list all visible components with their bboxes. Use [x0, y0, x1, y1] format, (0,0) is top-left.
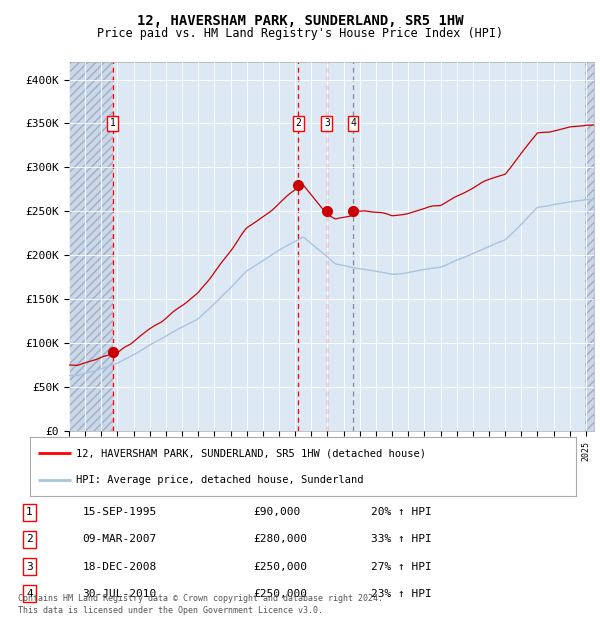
Text: 3: 3 — [26, 562, 33, 572]
Text: 1: 1 — [26, 507, 33, 517]
Bar — [584, 62, 600, 431]
Text: This data is licensed under the Open Government Licence v3.0.: This data is licensed under the Open Gov… — [18, 606, 323, 615]
Text: 30-JUL-2010: 30-JUL-2010 — [82, 588, 157, 599]
Text: 20% ↑ HPI: 20% ↑ HPI — [371, 507, 431, 517]
Text: £250,000: £250,000 — [253, 588, 307, 599]
Text: £250,000: £250,000 — [253, 562, 307, 572]
Text: £90,000: £90,000 — [253, 507, 300, 517]
Text: 2: 2 — [26, 534, 33, 544]
Text: 12, HAVERSHAM PARK, SUNDERLAND, SR5 1HW: 12, HAVERSHAM PARK, SUNDERLAND, SR5 1HW — [137, 14, 463, 28]
Text: HPI: Average price, detached house, Sunderland: HPI: Average price, detached house, Sund… — [76, 475, 364, 485]
Text: 15-SEP-1995: 15-SEP-1995 — [82, 507, 157, 517]
Text: 33% ↑ HPI: 33% ↑ HPI — [371, 534, 431, 544]
Text: 12, HAVERSHAM PARK, SUNDERLAND, SR5 1HW (detached house): 12, HAVERSHAM PARK, SUNDERLAND, SR5 1HW … — [76, 448, 427, 458]
Bar — [69, 62, 113, 431]
Text: 09-MAR-2007: 09-MAR-2007 — [82, 534, 157, 544]
Text: 18-DEC-2008: 18-DEC-2008 — [82, 562, 157, 572]
Text: 4: 4 — [350, 118, 356, 128]
Text: 23% ↑ HPI: 23% ↑ HPI — [371, 588, 431, 599]
Text: 27% ↑ HPI: 27% ↑ HPI — [371, 562, 431, 572]
Text: Price paid vs. HM Land Registry's House Price Index (HPI): Price paid vs. HM Land Registry's House … — [97, 27, 503, 40]
Text: 3: 3 — [324, 118, 330, 128]
Text: 1: 1 — [110, 118, 116, 128]
Text: £280,000: £280,000 — [253, 534, 307, 544]
Text: 2: 2 — [295, 118, 301, 128]
Text: 4: 4 — [26, 588, 33, 599]
Text: Contains HM Land Registry data © Crown copyright and database right 2024.: Contains HM Land Registry data © Crown c… — [18, 593, 383, 603]
